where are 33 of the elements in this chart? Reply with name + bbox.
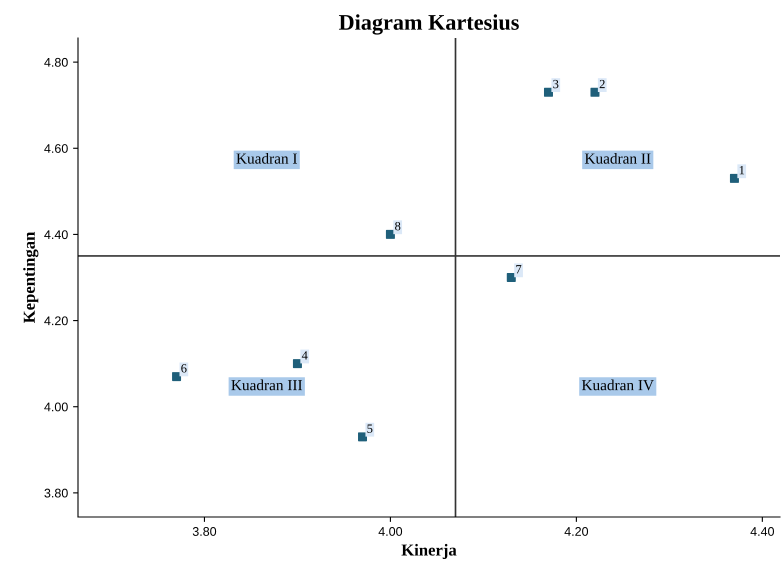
chart-title: Diagram Kartesius [338,14,519,35]
x-axis-title: Kinerja [402,544,457,560]
point [544,88,553,97]
y-tick-label: 3.80 [44,488,68,498]
point [292,359,302,368]
annotation: 7 [516,265,522,274]
annotation: Kuadran III [231,380,302,390]
x-tick-label: 4.40 [750,527,774,536]
point [590,88,600,97]
annotation: 3 [553,80,558,88]
point [172,372,182,382]
x-tick-label: 4.00 [378,527,402,536]
annotation: 5 [367,424,372,433]
annotation: Kuadran II [584,152,651,164]
y-tick-label: 4.20 [44,316,68,326]
annotation: 4 [302,351,308,360]
point [386,230,395,239]
x-tick-label: 4.20 [564,527,588,536]
annotation: Kuadran IV [582,380,654,390]
y-axis-title: Kepentingan [23,232,38,324]
annotation: 6 [181,364,187,373]
x-tick-label: 3.80 [192,527,216,536]
point [506,273,516,282]
point [730,174,739,183]
y-tick-label: 4.00 [44,402,68,412]
y-tick-label: 4.80 [44,58,68,67]
y-tick-label: 4.60 [44,144,68,153]
annotation: Kuadran I [236,152,297,164]
point [358,432,368,442]
annotation: 1 [740,166,744,174]
y-tick-label: 4.40 [44,230,68,240]
annotation: 2 [600,80,605,88]
annotation: 8 [395,222,400,230]
